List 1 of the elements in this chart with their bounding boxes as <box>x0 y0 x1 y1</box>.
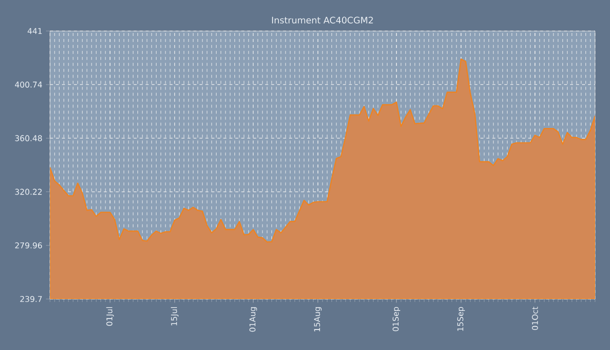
chart-title: Instrument AC40CGM2 <box>272 16 373 24</box>
